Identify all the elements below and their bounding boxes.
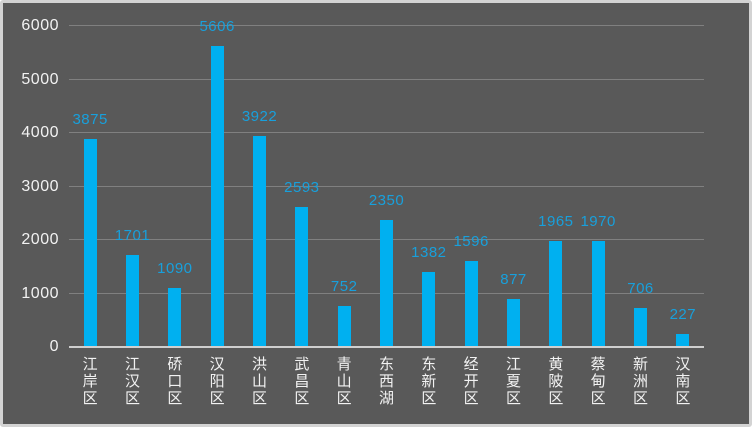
value-label: 1382 xyxy=(411,244,447,262)
x-category-label: 东 新 区 xyxy=(421,356,437,407)
y-tick-label: 0 xyxy=(49,338,59,355)
bar xyxy=(422,272,436,346)
x-category-label: 经 开 区 xyxy=(463,356,479,407)
x-category-label: 江 岸 区 xyxy=(82,356,98,407)
gridline xyxy=(69,25,704,26)
gridline xyxy=(69,132,704,133)
value-label: 3922 xyxy=(241,108,278,126)
bar xyxy=(507,299,520,346)
bar xyxy=(634,308,647,346)
bar xyxy=(168,287,182,346)
value-label: 1596 xyxy=(453,232,489,250)
value-label: 877 xyxy=(500,271,527,289)
value-label: 3875 xyxy=(72,110,108,128)
value-label: 1701 xyxy=(114,227,151,244)
y-tick-label: 3000 xyxy=(21,177,59,195)
x-category-label: 武 昌 区 xyxy=(294,356,310,407)
bar xyxy=(210,46,224,346)
value-label: 2350 xyxy=(368,192,405,210)
bar xyxy=(380,220,393,346)
y-tick-label: 2000 xyxy=(21,231,59,248)
y-tick-label: 5000 xyxy=(21,70,59,88)
x-category-label: 江 汉 区 xyxy=(124,356,140,407)
x-category-label: 江 夏 区 xyxy=(505,356,521,407)
x-category-label: 硚 口 区 xyxy=(167,356,183,407)
x-category-label: 洪 山 区 xyxy=(251,356,267,407)
bar xyxy=(253,136,266,346)
y-tick-label: 6000 xyxy=(21,17,59,34)
gridline xyxy=(69,185,704,187)
x-category-label: 新 洲 区 xyxy=(632,356,648,407)
bar xyxy=(464,260,478,346)
x-category-label: 蔡 甸 区 xyxy=(590,356,606,407)
x-axis-line xyxy=(69,346,704,348)
value-label: 706 xyxy=(627,280,654,298)
bar xyxy=(295,207,309,346)
x-category-label: 黄 陂 区 xyxy=(548,356,564,407)
bar xyxy=(591,240,605,346)
value-label: 2593 xyxy=(284,179,320,197)
value-label: 1090 xyxy=(157,259,193,277)
value-label: 5606 xyxy=(199,18,235,36)
plot-area: 3875 1701 1090 5606 3922 2593 752 2350 1382 1596 8… xyxy=(69,19,704,348)
y-tick-label: 4000 xyxy=(21,124,59,141)
value-label: 1965 xyxy=(538,212,574,230)
x-category-label: 青 山 区 xyxy=(336,356,352,407)
x-category-label: 汉 南 区 xyxy=(675,356,691,407)
bar xyxy=(126,255,139,346)
value-label: 227 xyxy=(669,305,697,323)
bar xyxy=(676,333,690,346)
bar xyxy=(83,138,97,346)
x-category-label: 汉 阳 区 xyxy=(209,356,225,407)
bar xyxy=(549,240,563,346)
value-label: 752 xyxy=(330,277,358,295)
bar xyxy=(337,305,351,346)
y-tick-label: 1000 xyxy=(21,284,59,302)
gridline xyxy=(69,78,704,80)
value-label: 1970 xyxy=(580,212,616,230)
x-category-label: 东 西 湖 xyxy=(378,356,394,407)
